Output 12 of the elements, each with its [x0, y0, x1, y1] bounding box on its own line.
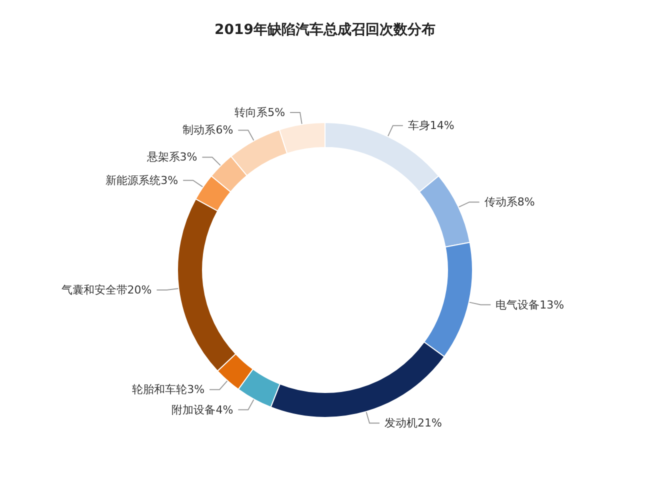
chart-title: 2019年缺陷汽车总成召回次数分布	[214, 21, 436, 38]
slice-label: 悬架系3%	[146, 150, 198, 164]
slice-label: 电气设备13%	[496, 298, 564, 312]
slice-label: 气囊和安全带20%	[61, 283, 152, 296]
slice-label: 传动系8%	[484, 196, 535, 209]
slice-label: 轮胎和车轮3%	[132, 383, 205, 396]
slice-label: 制动系6%	[182, 124, 234, 137]
slice-label: 新能源系统3%	[106, 174, 178, 187]
slice-label: 发动机21%	[384, 416, 442, 430]
slice-label: 车身14%	[408, 119, 454, 132]
slice-label: 附加设备4%	[172, 403, 234, 416]
slice-label: 转向系5%	[234, 106, 286, 119]
